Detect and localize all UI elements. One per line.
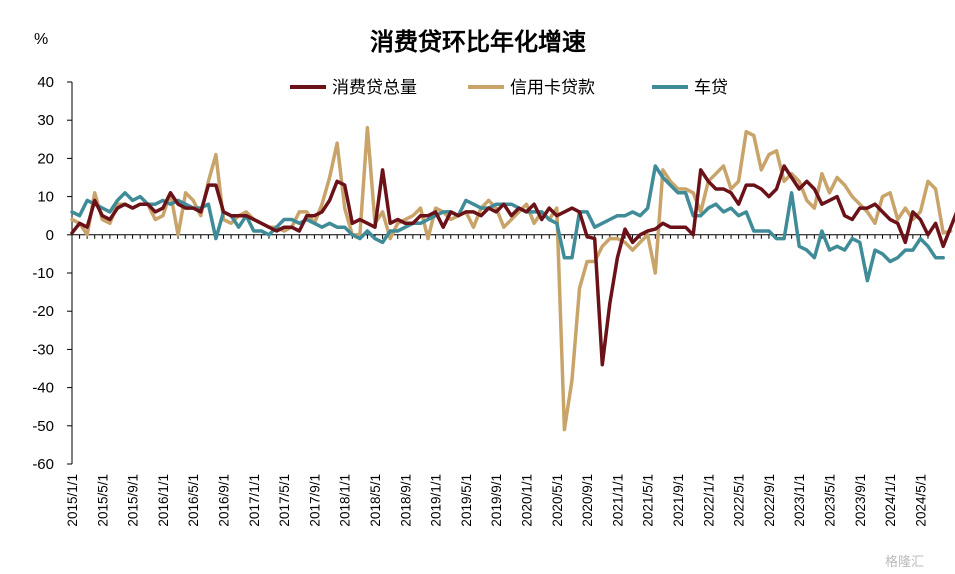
x-tick-label: 2015/1/1 xyxy=(65,474,80,527)
x-tick-label: 2017/9/1 xyxy=(307,474,322,527)
y-tick-label: -10 xyxy=(32,265,54,282)
x-axis: 2015/1/1 2015/5/1 2015/9/1 2016/1/1 2016/5/1… xyxy=(65,234,929,527)
series-line-consumer-loans xyxy=(70,164,955,367)
y-tick-label: 20 xyxy=(37,150,54,167)
x-tick-label: 2024/1/1 xyxy=(883,474,898,527)
series-line-auto-loans xyxy=(70,164,945,283)
legend: 消费贷总量 信用卡贷款 车贷 xyxy=(290,78,728,98)
y-tick-label: 30 xyxy=(37,112,54,129)
x-tick-label: 2019/5/1 xyxy=(459,474,474,527)
x-tick-label: 2015/9/1 xyxy=(126,474,141,527)
x-tick-label: 2022/1/1 xyxy=(701,474,716,527)
x-tick-label: 2021/9/1 xyxy=(671,474,686,527)
x-tick-label: 2019/1/1 xyxy=(429,474,444,527)
y-tick-label: -50 xyxy=(32,418,54,435)
y-tick-label: 40 xyxy=(37,74,54,91)
x-tick-label: 2016/5/1 xyxy=(186,474,201,527)
x-tick-label: 2020/9/1 xyxy=(580,474,595,527)
x-tick-label: 2024/5/1 xyxy=(913,474,928,527)
x-tick-label: 2023/5/1 xyxy=(823,474,838,527)
y-tick-label: -60 xyxy=(32,456,54,473)
x-tick-label: 2016/1/1 xyxy=(156,474,171,527)
x-tick-label: 2021/1/1 xyxy=(610,474,625,527)
y-tick-label: -30 xyxy=(32,341,54,358)
x-tick-label: 2015/5/1 xyxy=(95,474,110,527)
y-tick-label: -20 xyxy=(32,303,54,320)
x-tick-label: 2017/5/1 xyxy=(277,474,292,527)
y-tick-label: -40 xyxy=(32,380,54,397)
x-tick-label: 2018/9/1 xyxy=(398,474,413,527)
x-tick-label: 2018/1/1 xyxy=(338,474,353,527)
x-tick-label: 2023/9/1 xyxy=(853,474,868,527)
x-tick-label: 2017/1/1 xyxy=(247,474,262,527)
x-tick-label: 2023/1/1 xyxy=(792,474,807,527)
x-tick-label: 2022/5/1 xyxy=(732,474,747,527)
legend-label-consumer-loans: 消费贷总量 xyxy=(332,78,417,98)
watermark-text: 格隆汇 xyxy=(885,554,924,570)
x-tick-label: 2020/1/1 xyxy=(520,474,535,527)
y-tick-label: 10 xyxy=(37,189,54,206)
y-tick-label: 0 xyxy=(46,227,54,244)
series-line-credit-card-loans xyxy=(70,126,953,432)
series-lines xyxy=(70,126,955,432)
chart-title: 消费贷环比年化增速 xyxy=(370,28,586,56)
x-tick-label: 2016/9/1 xyxy=(217,474,232,527)
y-axis: 40 30 20 10 0 -10 -20 -30 -40 -50 -60 xyxy=(32,74,73,473)
y-axis-unit-label: % xyxy=(34,31,48,48)
x-tick-label: 2019/9/1 xyxy=(489,474,504,527)
x-tick-label: 2021/5/1 xyxy=(641,474,656,527)
x-tick-label: 2022/9/1 xyxy=(762,474,777,527)
x-tick-label: 2018/5/1 xyxy=(368,474,383,527)
x-tick-label: 2020/5/1 xyxy=(550,474,565,527)
legend-label-auto-loans: 车贷 xyxy=(694,78,728,98)
legend-label-credit-card-loans: 信用卡贷款 xyxy=(510,78,595,98)
